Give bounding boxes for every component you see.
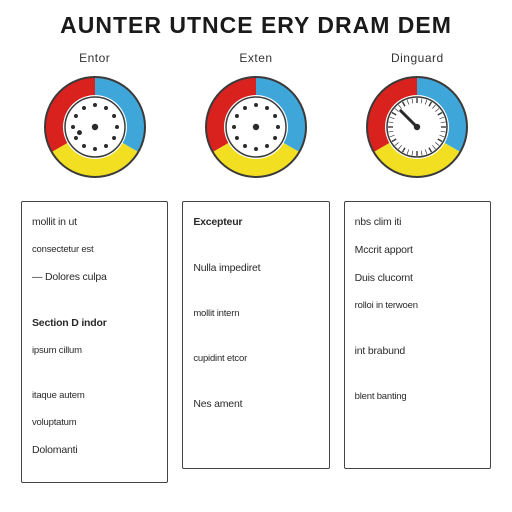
- face-dot: [254, 147, 258, 151]
- center-dot: [414, 124, 420, 130]
- dial: [361, 71, 473, 183]
- dial: [200, 71, 312, 183]
- panel-line: mollit in ut: [32, 216, 157, 228]
- face-dot: [74, 136, 78, 140]
- face-dot: [93, 147, 97, 151]
- panel-line: Dolomanti: [32, 444, 157, 456]
- face-dot: [254, 103, 258, 107]
- panel-line: Duis clucornt: [355, 272, 480, 284]
- panel-line: [355, 327, 480, 339]
- text-panel: mollit in ut consectetur est — Dolores cul…: [21, 201, 168, 483]
- face-dot: [82, 144, 86, 148]
- panel-line: rolloi in terwoen: [355, 300, 480, 311]
- face-dot: [112, 136, 116, 140]
- panel-line: consectetur est: [32, 244, 157, 255]
- page-title: AUNTER UTNCE ERY DRAM DEM: [14, 12, 498, 39]
- face-dot: [243, 144, 247, 148]
- panel-line: [193, 290, 318, 302]
- face-dot: [71, 125, 75, 129]
- panel-line: [193, 244, 318, 256]
- center-dot: [253, 124, 259, 130]
- face-dot: [115, 125, 119, 129]
- panel-line: [32, 372, 157, 384]
- dial: [39, 71, 151, 183]
- panel-line: Section D indor: [32, 317, 157, 329]
- face-dot: [273, 136, 277, 140]
- face-dot: [104, 106, 108, 110]
- face-dot: [93, 103, 97, 107]
- face-dot: [112, 114, 116, 118]
- panel-line: nbs clim iti: [355, 216, 480, 228]
- panel-line: ipsum cillum: [32, 345, 157, 356]
- face-dot: [265, 144, 269, 148]
- panel-line: Mccrit apport: [355, 244, 480, 256]
- panel-line: Nulla impediret: [193, 262, 318, 274]
- panel-line: voluptatum: [32, 417, 157, 428]
- panel-line: itaque autem: [32, 390, 157, 401]
- face-dot: [235, 136, 239, 140]
- col-1: Entor mollit in ut consectetur est — Dolore…: [14, 49, 175, 489]
- panel-line: [193, 380, 318, 392]
- text-panel: Excepteur Nulla impediret mollit intern …: [182, 201, 329, 469]
- panel-line: [355, 373, 480, 385]
- face-dot: [273, 114, 277, 118]
- col-3: Dinguard nbs clim iti Mccrit apport Duis cl…: [337, 49, 498, 489]
- col-2: Exten Excepteur Nulla impediret mollit in…: [175, 49, 336, 489]
- panel-line: Excepteur: [193, 216, 318, 228]
- panel-line: Nes ament: [193, 398, 318, 410]
- panel-line: int brabund: [355, 345, 480, 357]
- column-subheader: Entor: [14, 51, 175, 65]
- dial-wrap: [337, 71, 498, 191]
- face-dot: [74, 114, 78, 118]
- face-dot: [235, 114, 239, 118]
- columns-container: Entor mollit in ut consectetur est — Dolore…: [14, 49, 498, 489]
- column-subheader: Dinguard: [337, 51, 498, 65]
- dial-wrap: [175, 71, 336, 191]
- panel-line: [193, 335, 318, 347]
- column-subheader: Exten: [175, 51, 336, 65]
- face-dot: [243, 106, 247, 110]
- text-panel: nbs clim iti Mccrit apport Duis clucornt ro…: [344, 201, 491, 469]
- panel-line: mollit intern: [193, 308, 318, 319]
- panel-line: blent banting: [355, 391, 480, 402]
- face-dot-extra: [77, 130, 82, 135]
- face-dot: [265, 106, 269, 110]
- dial-wrap: [14, 71, 175, 191]
- face-dot: [276, 125, 280, 129]
- panel-line: — Dolores culpa: [32, 271, 157, 283]
- face-dot: [232, 125, 236, 129]
- face-dot: [104, 144, 108, 148]
- panel-line: cupidint etcor: [193, 353, 318, 364]
- panel-line: [32, 299, 157, 311]
- face-dot: [82, 106, 86, 110]
- center-dot: [91, 124, 97, 130]
